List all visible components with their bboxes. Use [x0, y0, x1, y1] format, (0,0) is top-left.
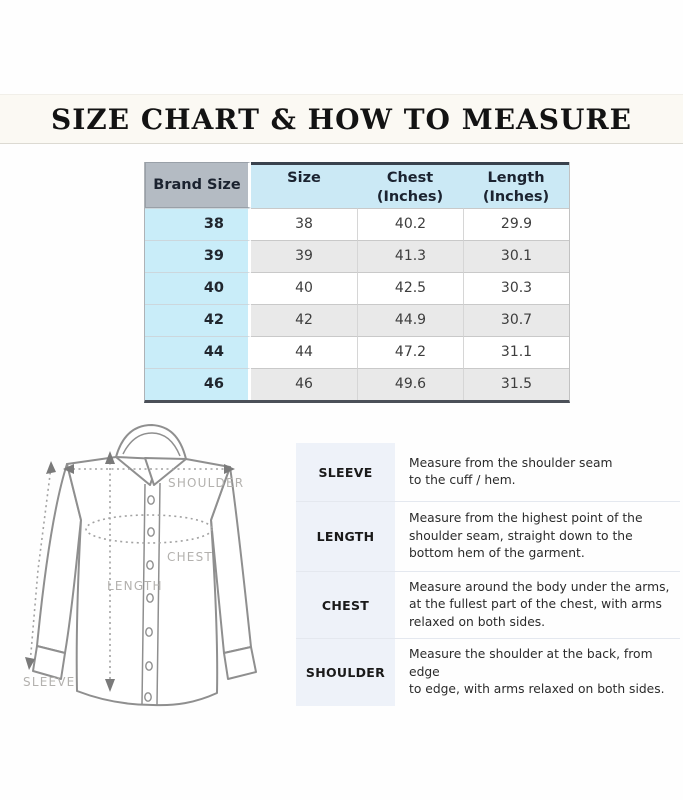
brand-size-cell: 44 — [145, 336, 251, 368]
length-cell: 31.5 — [463, 368, 569, 400]
size-cell: 40 — [251, 272, 357, 304]
brand-size-cell: 38 — [145, 208, 251, 240]
size-cell: 38 — [251, 208, 357, 240]
shoulder-label: SHOULDER — [168, 476, 244, 490]
sleeve-label: SLEEVE — [23, 675, 75, 689]
arrowheads — [25, 451, 235, 692]
sleeve-measure-line — [29, 466, 52, 665]
shirt-diagram: SHOULDER CHEST LENGTH SLEEVE — [15, 420, 287, 715]
shirt-illustration-icon: SHOULDER CHEST LENGTH SLEEVE — [23, 424, 257, 707]
chest-label: CHEST — [167, 550, 213, 564]
measure-description: Measure from the highest point of the sh… — [409, 511, 643, 561]
size-header: Size — [251, 162, 357, 208]
measure-table: SLEEVE Measure from the shoulder seam to… — [296, 443, 680, 706]
size-cell: 46 — [251, 368, 357, 400]
measure-description: Measure around the body under the arms, … — [409, 580, 670, 629]
length-label: LENGTH — [107, 579, 163, 593]
size-cell: 44 — [251, 336, 357, 368]
chest-measure-ellipse — [85, 514, 213, 544]
length-header: Length (Inches) — [463, 162, 569, 208]
left-cuff — [32, 645, 66, 680]
measure-description: Measure the shoulder at the back, from e… — [409, 647, 665, 697]
buttons — [144, 495, 155, 702]
length-cell: 30.3 — [463, 272, 569, 304]
measure-term: SLEEVE — [296, 443, 395, 501]
brand-size-cell: 40 — [145, 272, 251, 304]
measure-row: SLEEVE Measure from the shoulder seam to… — [296, 443, 680, 502]
collar-right-flap — [144, 457, 187, 486]
measure-row: SHOULDER Measure the shoulder at the bac… — [296, 639, 680, 706]
brand-size-cell: 46 — [145, 368, 251, 400]
brand-size-cell: 39 — [145, 240, 251, 272]
chest-cell: 41.3 — [357, 240, 463, 272]
measure-description: Measure from the shoulder seam to the cu… — [409, 455, 613, 487]
neckline — [122, 432, 181, 457]
chest-header: Chest (Inches) — [357, 162, 463, 208]
measure-row: LENGTH Measure from the highest point of… — [296, 502, 680, 572]
size-table: Brand Size Size Chest (Inches) Length (I… — [144, 162, 570, 403]
right-cuff — [223, 646, 257, 680]
chest-cell: 44.9 — [357, 304, 463, 336]
measure-term: CHEST — [296, 572, 395, 639]
measure-term: SHOULDER — [296, 639, 395, 706]
page-title: SIZE CHART & HOW TO MEASURE — [50, 102, 633, 136]
chest-cell: 40.2 — [357, 208, 463, 240]
measure-row: CHEST Measure around the body under the … — [296, 572, 680, 640]
size-cell: 39 — [251, 240, 357, 272]
chest-cell: 47.2 — [357, 336, 463, 368]
length-cell: 30.7 — [463, 304, 569, 336]
brand-size-header: Brand Size — [145, 162, 251, 208]
measure-term: LENGTH — [296, 502, 395, 571]
size-cell: 42 — [251, 304, 357, 336]
brand-size-cell: 42 — [145, 304, 251, 336]
length-cell: 31.1 — [463, 336, 569, 368]
placket — [141, 482, 161, 706]
length-cell: 29.9 — [463, 208, 569, 240]
chest-cell: 49.6 — [357, 368, 463, 400]
title-band: SIZE CHART & HOW TO MEASURE — [0, 94, 683, 144]
length-cell: 30.1 — [463, 240, 569, 272]
chest-cell: 42.5 — [357, 272, 463, 304]
